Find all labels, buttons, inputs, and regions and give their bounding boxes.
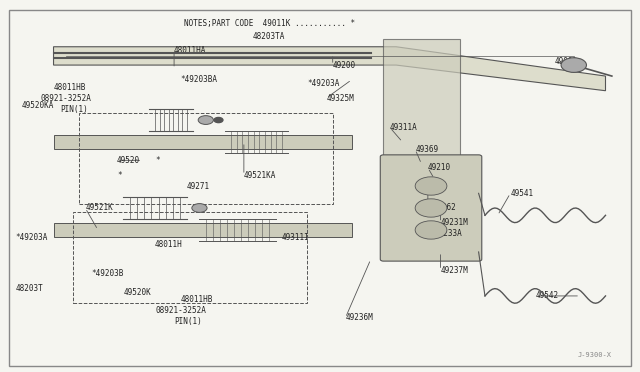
Text: 49233A: 49233A: [434, 229, 462, 238]
Text: 49542: 49542: [536, 291, 559, 301]
Polygon shape: [54, 223, 352, 237]
Text: 49210: 49210: [428, 163, 451, 172]
Polygon shape: [54, 135, 352, 149]
Text: *49203BA: *49203BA: [180, 75, 218, 84]
Circle shape: [198, 116, 213, 125]
Text: 49325M: 49325M: [326, 93, 354, 103]
Text: 49520KA: 49520KA: [22, 101, 54, 110]
Text: 08921-3252A: 08921-3252A: [155, 306, 206, 315]
Text: 48203TA: 48203TA: [253, 32, 285, 41]
Text: *49262: *49262: [428, 203, 456, 212]
Circle shape: [561, 58, 586, 73]
Text: 49231M: 49231M: [440, 218, 468, 227]
Text: NOTES;PART CODE  49011K ........... *: NOTES;PART CODE 49011K ........... *: [184, 19, 355, 28]
Text: J-9300-X: J-9300-X: [578, 352, 612, 358]
Text: *49203A: *49203A: [15, 233, 48, 242]
Circle shape: [415, 177, 447, 195]
Text: 49237M: 49237M: [440, 266, 468, 275]
Text: PIN(1): PIN(1): [174, 317, 202, 326]
Text: 49001: 49001: [555, 57, 578, 66]
Text: 49200: 49200: [333, 61, 356, 70]
FancyBboxPatch shape: [380, 155, 482, 261]
Circle shape: [415, 199, 447, 217]
Text: 48011HA: 48011HA: [174, 46, 207, 55]
Circle shape: [415, 221, 447, 239]
Text: *: *: [155, 156, 159, 165]
Text: 49311I: 49311I: [282, 233, 310, 242]
Text: 49369: 49369: [415, 145, 438, 154]
Text: 49271: 49271: [187, 182, 210, 190]
Text: 48011HB: 48011HB: [54, 83, 86, 92]
Polygon shape: [383, 39, 460, 168]
Polygon shape: [54, 47, 605, 91]
Text: 48203T: 48203T: [15, 284, 44, 293]
Text: 49521KA: 49521KA: [244, 170, 276, 180]
Text: *49203B: *49203B: [92, 269, 124, 279]
Text: PIN(1): PIN(1): [60, 105, 88, 113]
Text: 48011HB: 48011HB: [180, 295, 212, 304]
Text: *49203A: *49203A: [307, 79, 340, 88]
Text: 49521K: 49521K: [85, 203, 113, 212]
Text: 49520K: 49520K: [124, 288, 151, 297]
Text: 48011H: 48011H: [155, 240, 183, 249]
Circle shape: [192, 203, 207, 212]
Text: 49541: 49541: [510, 189, 534, 198]
Text: 49311A: 49311A: [390, 123, 417, 132]
Text: 49236M: 49236M: [346, 314, 373, 323]
Text: *: *: [117, 170, 122, 180]
Text: 08921-3252A: 08921-3252A: [41, 93, 92, 103]
Text: 49520: 49520: [117, 156, 140, 165]
Circle shape: [214, 118, 223, 123]
